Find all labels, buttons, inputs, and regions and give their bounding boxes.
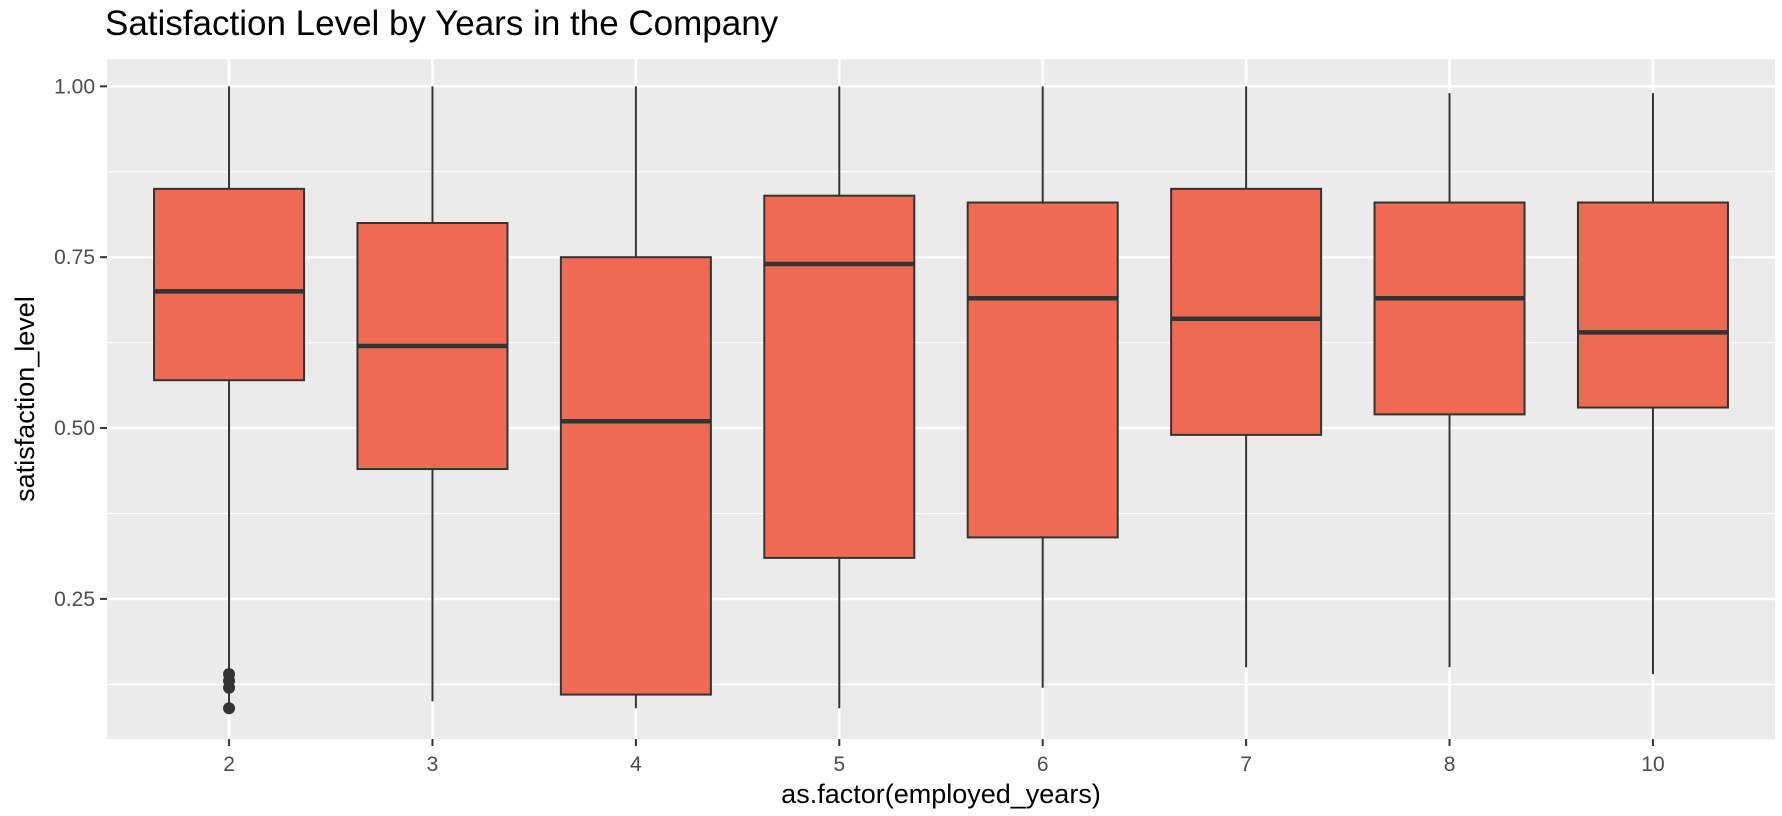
y-tick-label: 1.00 — [54, 75, 95, 98]
y-tick-label: 0.75 — [54, 246, 95, 269]
box-group — [1373, 93, 1526, 668]
box-group — [356, 86, 509, 702]
box-iqr — [1373, 201, 1526, 416]
x-tick-label: 4 — [630, 753, 642, 776]
box-iqr — [763, 194, 916, 559]
chart-title: Satisfaction Level by Years in the Compa… — [105, 4, 779, 43]
x-tick-label: 5 — [833, 753, 845, 776]
x-axis: 2 3 4 5 6 7 8 10 — [223, 739, 1665, 776]
box-group — [1576, 93, 1729, 675]
x-tick-label: 8 — [1444, 753, 1456, 776]
box-iqr — [1170, 187, 1323, 436]
x-tick-label: 7 — [1240, 753, 1252, 776]
x-tick-label: 6 — [1037, 753, 1049, 776]
y-axis-title: satisfaction_level — [10, 296, 40, 502]
box-iqr — [966, 201, 1119, 539]
x-tick-label: 3 — [427, 753, 439, 776]
box-group — [1170, 86, 1323, 668]
outlier-point — [223, 702, 236, 715]
x-tick-label: 10 — [1641, 753, 1664, 776]
box-iqr — [153, 187, 306, 382]
y-axis: 0.25 0.50 0.75 1.00 — [54, 75, 107, 611]
y-tick-label: 0.25 — [54, 588, 95, 611]
box-group — [153, 86, 306, 715]
box-group — [763, 86, 916, 709]
box-iqr — [559, 256, 712, 696]
outlier-point — [223, 668, 236, 681]
box-series — [153, 86, 1729, 715]
x-axis-title: as.factor(employed_years) — [781, 779, 1101, 809]
box-iqr — [1576, 201, 1729, 409]
x-tick-label: 2 — [223, 753, 235, 776]
y-tick-label: 0.50 — [54, 417, 95, 440]
box-group — [559, 86, 712, 709]
box-group — [966, 86, 1119, 688]
